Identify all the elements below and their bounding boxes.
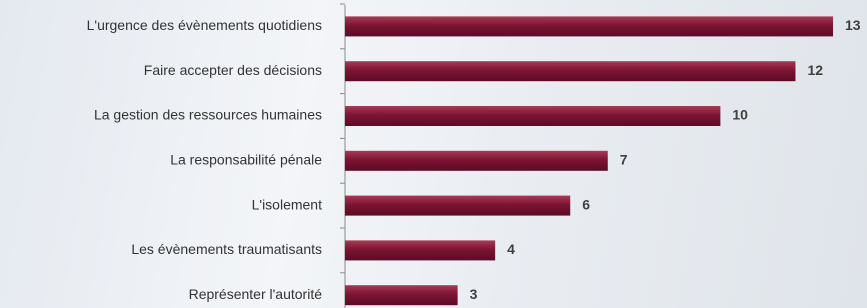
value-label: 6: [582, 196, 590, 212]
category-label: La gestion des ressources humaines: [94, 107, 322, 123]
bar: [345, 151, 608, 171]
value-label: 12: [807, 62, 823, 78]
page: L'urgence des évènements quotidiens 13 Fai…: [0, 0, 867, 308]
bar: [345, 106, 720, 126]
bar: [345, 61, 795, 81]
bar: [345, 196, 570, 216]
category-label: L'isolement: [252, 196, 322, 212]
bar: [345, 240, 495, 260]
category-label: Représenter l'autorité: [189, 286, 323, 302]
bar: [345, 285, 458, 305]
category-label: L'urgence des évènements quotidiens: [87, 17, 322, 33]
value-label: 13: [845, 17, 861, 33]
chart: L'urgence des évènements quotidiens 13 Fai…: [0, 0, 867, 308]
category-label: La responsabilité pénale: [170, 152, 322, 168]
category-label: Les évènements traumatisants: [131, 241, 322, 257]
category-label: Faire accepter des décisions: [144, 62, 322, 78]
value-label: 3: [470, 286, 478, 302]
value-label: 4: [507, 241, 515, 257]
value-label: 10: [732, 107, 748, 123]
value-label: 7: [620, 152, 628, 168]
bar: [345, 16, 833, 36]
